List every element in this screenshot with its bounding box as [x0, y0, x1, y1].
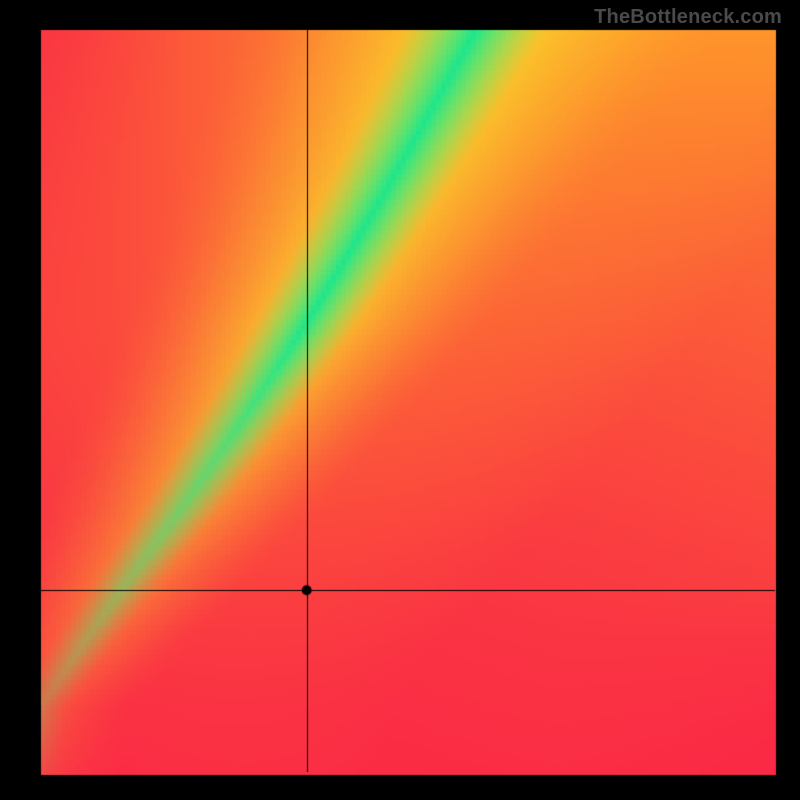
bottleneck-heatmap-canvas — [0, 0, 800, 800]
watermark-text: TheBottleneck.com — [594, 6, 782, 29]
